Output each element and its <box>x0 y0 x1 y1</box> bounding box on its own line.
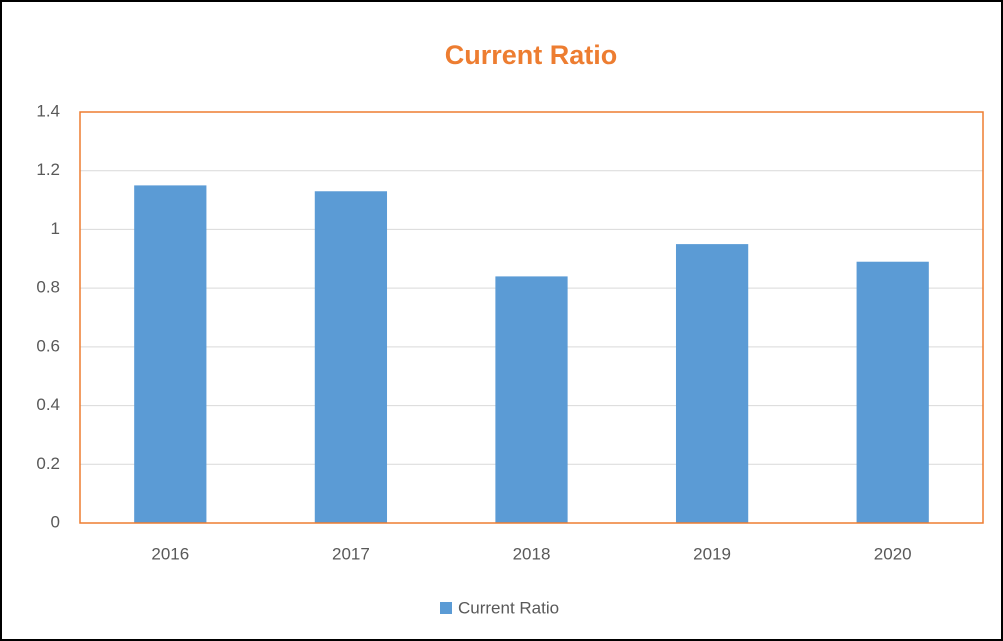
y-tick-label: 1 <box>51 219 60 238</box>
chart-title: Current Ratio <box>445 40 618 70</box>
y-tick-label: 0 <box>51 512 60 531</box>
bar <box>134 185 207 523</box>
x-tick-label: 2018 <box>513 544 551 563</box>
y-tick-label: 1.2 <box>36 160 60 179</box>
legend-swatch <box>440 602 452 614</box>
legend-label: Current Ratio <box>458 598 559 617</box>
x-tick-label: 2017 <box>332 544 370 563</box>
bar <box>495 276 568 523</box>
bar <box>675 244 749 523</box>
plot-frame <box>79 111 984 524</box>
bar <box>856 261 929 523</box>
bar <box>314 191 388 523</box>
x-tick-label: 2019 <box>693 544 731 563</box>
y-tick-label: 0.8 <box>36 278 60 297</box>
y-tick-label: 1.4 <box>36 101 60 120</box>
y-tick-label: 0.4 <box>36 395 60 414</box>
y-tick-label: 0.6 <box>36 336 60 355</box>
x-tick-label: 2020 <box>874 544 912 563</box>
x-tick-label: 2016 <box>151 544 189 563</box>
y-tick-label: 0.2 <box>36 454 60 473</box>
